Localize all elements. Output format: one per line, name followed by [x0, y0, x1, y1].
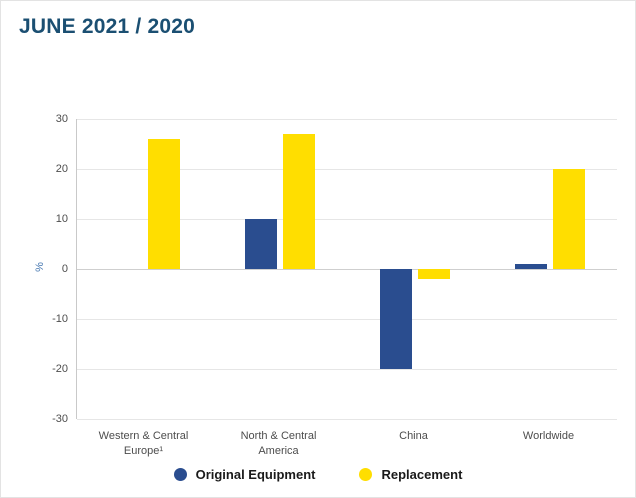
bar-original-equipment: [244, 219, 277, 269]
bar-replacement: [552, 169, 585, 269]
legend-item-original-equipment: Original Equipment: [173, 467, 316, 482]
legend-label: Original Equipment: [195, 467, 316, 482]
chart-legend: Original Equipment Replacement: [1, 467, 635, 482]
x-category-label: North & Central America: [240, 430, 317, 458]
gridline: [77, 419, 617, 420]
gridline: [77, 119, 617, 120]
gridline: [77, 169, 617, 170]
page-title: JUNE 2021 / 2020: [19, 15, 195, 38]
x-category-label: Western & Central Europe¹: [98, 430, 189, 458]
legend-dot: [359, 468, 373, 481]
y-axis-label: %: [33, 262, 46, 272]
y-tick-label: -20: [52, 363, 68, 375]
gridline: [77, 219, 617, 220]
x-category-label: Worldwide: [522, 430, 575, 442]
y-tick-label: -10: [52, 313, 68, 325]
legend-label: Replacement: [381, 467, 463, 482]
bar-replacement: [147, 139, 180, 269]
gridline: [77, 369, 617, 370]
bar-replacement: [417, 269, 450, 279]
y-tick-label: 0: [61, 263, 68, 275]
zero-gridline: [77, 269, 617, 270]
bar-original-equipment: [379, 269, 412, 369]
plot-area: -30 -20 -10 0 10 20 30: [52, 113, 617, 425]
bar-replacement: [282, 134, 315, 269]
y-tick-label: 10: [55, 213, 68, 225]
y-tick-label: 20: [55, 163, 68, 175]
gridline: [77, 319, 617, 320]
legend-dot: [173, 468, 187, 481]
bar-original-equipment: [514, 264, 547, 269]
x-axis-categories: Western & Central Europe¹ North & Central…: [76, 429, 616, 460]
y-tick-label: -30: [52, 413, 68, 425]
legend-item-replacement: Replacement: [359, 467, 462, 482]
x-category-label: China: [399, 430, 428, 442]
y-tick-label: 30: [55, 113, 68, 125]
